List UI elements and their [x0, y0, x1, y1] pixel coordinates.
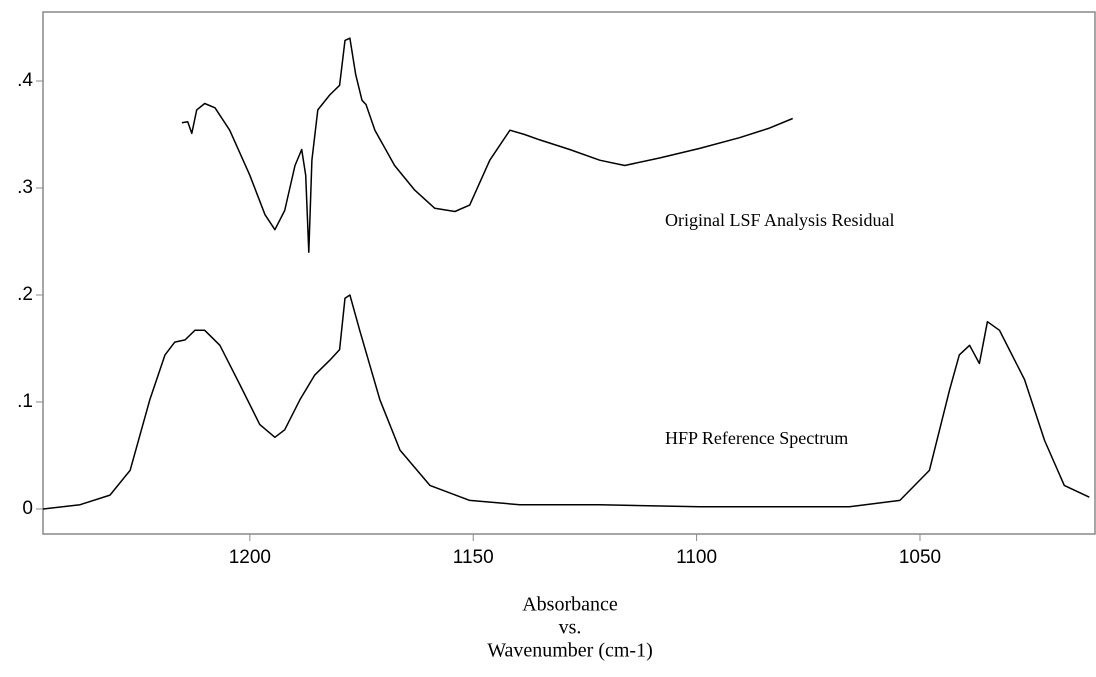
x-axis-label: vs. — [559, 617, 582, 639]
x-tick-label: 1200 — [229, 547, 271, 568]
y-tick-label: .3 — [17, 177, 33, 198]
x-tick-label: 1050 — [899, 547, 941, 568]
series-line — [42, 294, 1090, 510]
y-tick-label: .1 — [17, 391, 33, 412]
plot-frame — [42, 11, 1096, 535]
y-tick-label: .4 — [17, 70, 33, 91]
x-tick-label: 1150 — [453, 547, 494, 568]
y-tick-label: .2 — [17, 284, 33, 305]
x-axis-label: Wavenumber (cm-1) — [487, 640, 653, 662]
series-annotation: HFP Reference Spectrum — [665, 428, 848, 448]
y-tick-label: 0 — [22, 498, 33, 519]
series-annotation: Original LSF Analysis Residual — [665, 210, 895, 230]
series-line — [181, 37, 793, 253]
x-tick-label: 1100 — [676, 547, 717, 568]
x-axis-label: Absorbance — [522, 594, 618, 616]
